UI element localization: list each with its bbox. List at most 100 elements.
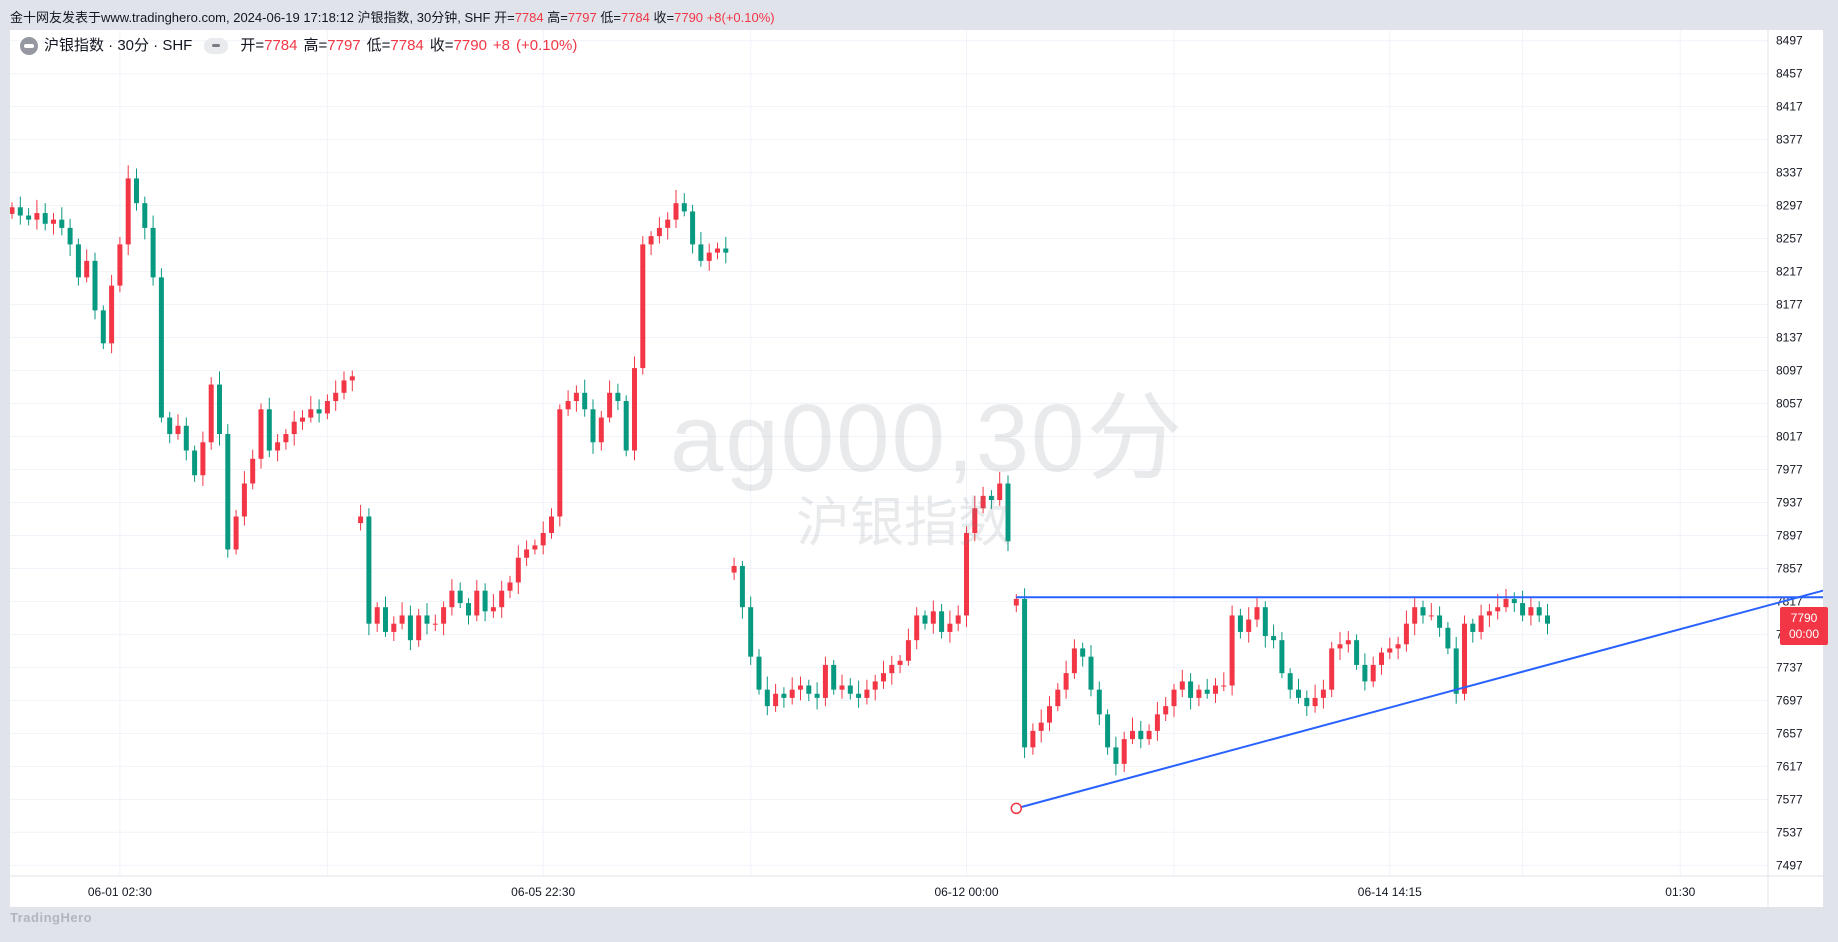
candle-body [632, 368, 637, 451]
candle-body [1005, 483, 1011, 542]
candle-body [690, 211, 696, 245]
chart-frame[interactable]: 8497 8457 8417 8377 8337 8297 8257 8217 8177 8137… [10, 30, 1823, 907]
y-tick-label: 7617 [1776, 759, 1803, 773]
candle-body [59, 219, 65, 228]
candle-body [839, 685, 845, 690]
y-tick-label: 8017 [1776, 430, 1803, 444]
candle-body [208, 384, 214, 443]
candle-body [374, 607, 380, 624]
visibility-toggle-icon[interactable] [204, 38, 229, 54]
candle-body [723, 248, 729, 253]
candle-body [831, 664, 837, 690]
candle-body [1462, 623, 1467, 694]
candle-body [1113, 747, 1119, 764]
candlestick-chart[interactable]: 8497 8457 8417 8377 8337 8297 8257 8217 8177 8137… [10, 30, 1823, 907]
candle-body [656, 227, 662, 237]
y-tick-label: 8137 [1776, 331, 1803, 345]
candle-body [366, 516, 372, 624]
candle-body [416, 615, 422, 641]
candle-body [1445, 627, 1451, 649]
candle-body [1163, 706, 1169, 715]
candle-body [1196, 689, 1202, 698]
candle-body [781, 693, 787, 698]
x-tick-label: 06-14 14:15 [1358, 885, 1422, 899]
candle-body [1179, 681, 1185, 690]
candle-body [1279, 640, 1285, 674]
y-tick-label: 7737 [1776, 660, 1803, 674]
trendline-anchor [1010, 802, 1023, 815]
candle-body [383, 607, 388, 632]
candle-body [150, 227, 156, 278]
candle-body [1105, 714, 1111, 748]
candle-body [997, 483, 1003, 500]
y-tick-label: 7977 [1776, 462, 1803, 476]
candle-body [225, 434, 231, 550]
candle-body [233, 516, 239, 550]
candle-body [10, 207, 15, 214]
candle-body [1412, 607, 1418, 624]
candle-body [324, 401, 330, 414]
candle-body [499, 590, 505, 608]
candle-body [1213, 685, 1218, 694]
header-low-label: 低= [600, 10, 621, 25]
candle-body [955, 615, 961, 624]
candle-body [822, 664, 828, 698]
candle-body [930, 611, 936, 624]
legend-change: +8 [492, 37, 511, 54]
candle-body [125, 178, 131, 245]
candle-body [1312, 697, 1318, 707]
candle-body [399, 615, 405, 624]
candle-body [1080, 648, 1086, 657]
candle-body [1146, 730, 1152, 740]
candle-body [764, 689, 770, 707]
candle-body [1528, 607, 1534, 616]
candle-body [117, 244, 123, 286]
candle-body [449, 590, 455, 608]
y-tick-label: 8297 [1776, 199, 1803, 213]
candle-body [266, 409, 272, 451]
candle-body [607, 392, 613, 418]
y-tick-label: 7897 [1776, 528, 1803, 542]
candle-body [814, 693, 820, 698]
candle-body [905, 640, 911, 661]
brand-logo: TradingHero [10, 910, 93, 925]
candle-body [590, 409, 596, 443]
candle-body [358, 516, 364, 524]
candle-body [175, 425, 181, 435]
candle-body [1337, 644, 1343, 649]
candle-body [773, 693, 779, 707]
symbol-logo-icon [20, 37, 38, 55]
candle-body [798, 685, 803, 690]
bar-countdown: 00:00 [1788, 627, 1820, 641]
x-tick-label: 01:30 [1665, 885, 1695, 899]
last-price-badge: 7790 00:00 [1780, 607, 1828, 645]
y-tick-label: 8097 [1776, 364, 1803, 378]
candle-body [515, 557, 521, 583]
legend-symbol[interactable]: 沪银指数 · 30分 · SHF [44, 37, 193, 54]
candle-body [1520, 603, 1526, 616]
candle-body [1096, 689, 1102, 715]
candle-body [731, 565, 737, 573]
candle-body [665, 219, 671, 228]
y-tick-label: 7497 [1776, 858, 1803, 872]
header-high-value: 7797 [567, 10, 597, 25]
candle-body [980, 495, 986, 509]
candle-body [881, 673, 886, 682]
candle-body [681, 203, 687, 212]
candle-body [897, 660, 903, 665]
header-close-label: 收= [653, 10, 675, 25]
candle-body [1304, 697, 1310, 707]
candle-body [424, 615, 430, 624]
y-tick-label: 8377 [1776, 133, 1803, 147]
candle-body [1254, 607, 1260, 620]
x-tick-label: 06-05 22:30 [511, 885, 575, 899]
y-tick-label: 7857 [1776, 561, 1803, 575]
candle-body [964, 532, 969, 616]
candle-body [856, 693, 862, 698]
candle-body [75, 244, 81, 278]
candle-body [275, 442, 281, 451]
legend-open-label: 开= [240, 37, 265, 54]
legend-high-value: 7797 [327, 37, 361, 54]
candle-body [200, 442, 206, 476]
candle-body [1320, 689, 1326, 698]
